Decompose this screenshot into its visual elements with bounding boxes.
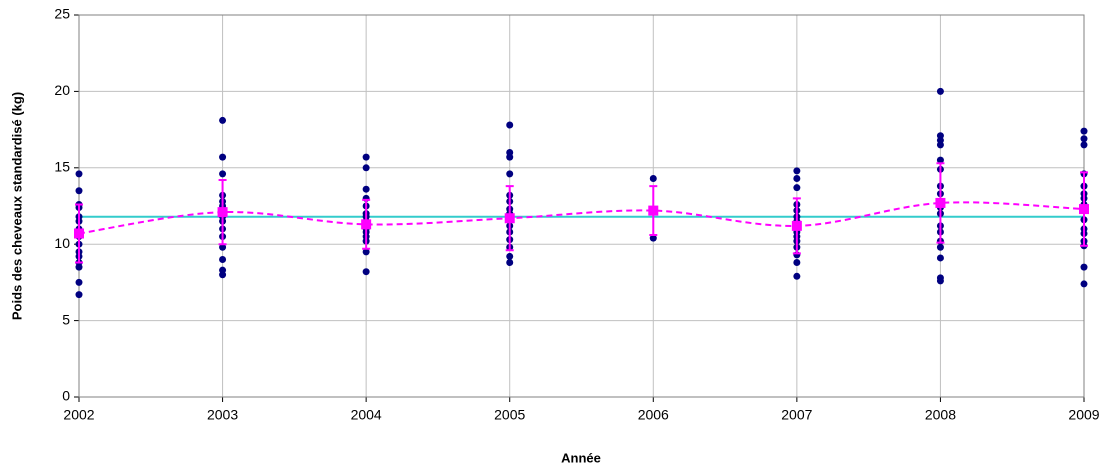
x-tick-label: 2007 — [781, 407, 812, 423]
data-point — [75, 187, 83, 195]
y-tick-label: 5 — [62, 311, 70, 327]
data-point — [793, 259, 801, 267]
plot-border — [78, 14, 1085, 398]
data-point — [793, 272, 801, 280]
data-point — [936, 87, 944, 95]
data-point — [793, 184, 801, 192]
data-point — [793, 167, 801, 175]
data-point — [649, 234, 657, 242]
data-point — [1080, 141, 1088, 149]
data-point — [936, 141, 944, 149]
data-point — [506, 252, 514, 260]
x-tick-label: 2005 — [494, 407, 525, 423]
data-point — [75, 263, 83, 271]
y-tick-label: 25 — [54, 6, 70, 22]
x-tick-label: 2004 — [351, 407, 382, 423]
data-point — [506, 153, 514, 161]
data-point — [1080, 263, 1088, 271]
y-tick-label: 20 — [54, 82, 70, 98]
mean-marker — [648, 205, 659, 216]
data-point — [1080, 127, 1088, 135]
x-tick-label: 2006 — [638, 407, 669, 423]
data-point — [506, 259, 514, 267]
data-point — [936, 277, 944, 285]
data-point — [506, 121, 514, 129]
x-tick-label: 2003 — [207, 407, 238, 423]
data-point — [936, 156, 944, 164]
data-point — [1080, 135, 1088, 143]
data-point — [75, 278, 83, 286]
y-axis-title: Poids des cheveaux standardisé (kg) — [9, 92, 24, 320]
y-tick-label: 10 — [54, 235, 70, 251]
data-point — [362, 268, 370, 276]
data-point — [219, 243, 227, 251]
x-tick-label: 2009 — [1068, 407, 1099, 423]
data-point — [219, 116, 227, 124]
data-point — [219, 255, 227, 263]
mean-marker — [1079, 204, 1089, 215]
x-axis-title: Année — [561, 450, 601, 465]
mean-marker — [361, 219, 372, 230]
data-point — [75, 291, 83, 299]
data-point — [506, 170, 514, 178]
data-point — [219, 170, 227, 178]
data-point — [1080, 280, 1088, 288]
mean-marker — [74, 228, 84, 239]
y-tick-label: 15 — [54, 159, 70, 175]
data-point — [936, 254, 944, 262]
x-tick-label: 2002 — [63, 407, 94, 423]
data-point — [362, 185, 370, 193]
mean-marker — [217, 207, 228, 218]
data-point — [362, 164, 370, 172]
data-point — [219, 271, 227, 279]
mean-marker — [504, 213, 515, 224]
data-point — [936, 243, 944, 251]
data-point — [649, 174, 657, 182]
data-point — [793, 174, 801, 182]
data-point — [75, 170, 83, 178]
data-point — [362, 248, 370, 256]
mean-marker — [935, 197, 946, 208]
x-tick-label: 2008 — [925, 407, 956, 423]
mean-line — [78, 201, 1085, 235]
mean-marker — [791, 220, 802, 231]
data-point — [362, 153, 370, 161]
y-tick-label: 0 — [62, 388, 70, 404]
data-point — [219, 153, 227, 161]
